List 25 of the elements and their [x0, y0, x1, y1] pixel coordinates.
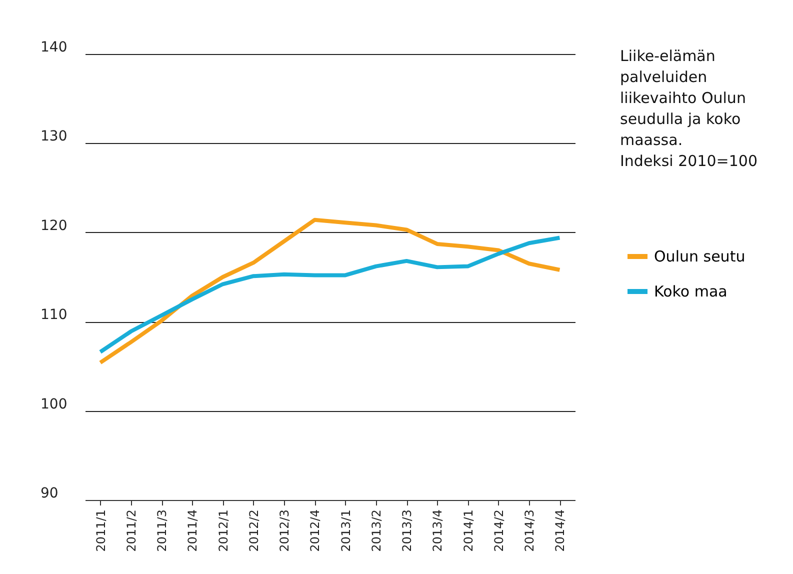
x-tick-label: 2011/4 — [186, 510, 200, 552]
x-tick-label: 2011/3 — [155, 510, 170, 552]
legend-label: Koko maa — [654, 282, 728, 300]
y-tick-label: 100 — [40, 396, 68, 412]
y-tick-label: 110 — [40, 307, 68, 324]
x-tick-label: 2014/1 — [461, 510, 476, 552]
y-tick-label: 120 — [40, 218, 68, 234]
x-tick-label: 2014/2 — [492, 510, 506, 552]
x-tick-label: 2011/1 — [94, 510, 108, 552]
x-tick-label: 2012/3 — [278, 510, 292, 552]
x-tick-label: 2013/3 — [400, 510, 414, 552]
x-tick-label: 2012/1 — [216, 510, 230, 552]
x-tick-label: 2014/4 — [553, 510, 568, 552]
x-tick-label: 2012/4 — [308, 510, 322, 552]
y-tick-label: 140 — [40, 40, 68, 56]
y-tick-label: 130 — [40, 128, 68, 145]
text: Liike-elämän palveluiden liikevaihto Oulun seudulla ja koko maassa. Indeksi 2010=100 — [620, 47, 758, 170]
x-tick-label: 2014/3 — [522, 510, 537, 552]
x-tick-label: 2013/1 — [338, 510, 353, 552]
x-tick-label: 2013/2 — [369, 510, 384, 552]
x-tick-label: 2013/4 — [430, 510, 445, 552]
y-tick-label: 90 — [40, 486, 58, 502]
x-tick-label: 2011/2 — [124, 510, 138, 552]
legend-label: Oulun seutu — [654, 248, 746, 266]
x-tick-label: 2012/2 — [246, 510, 261, 552]
